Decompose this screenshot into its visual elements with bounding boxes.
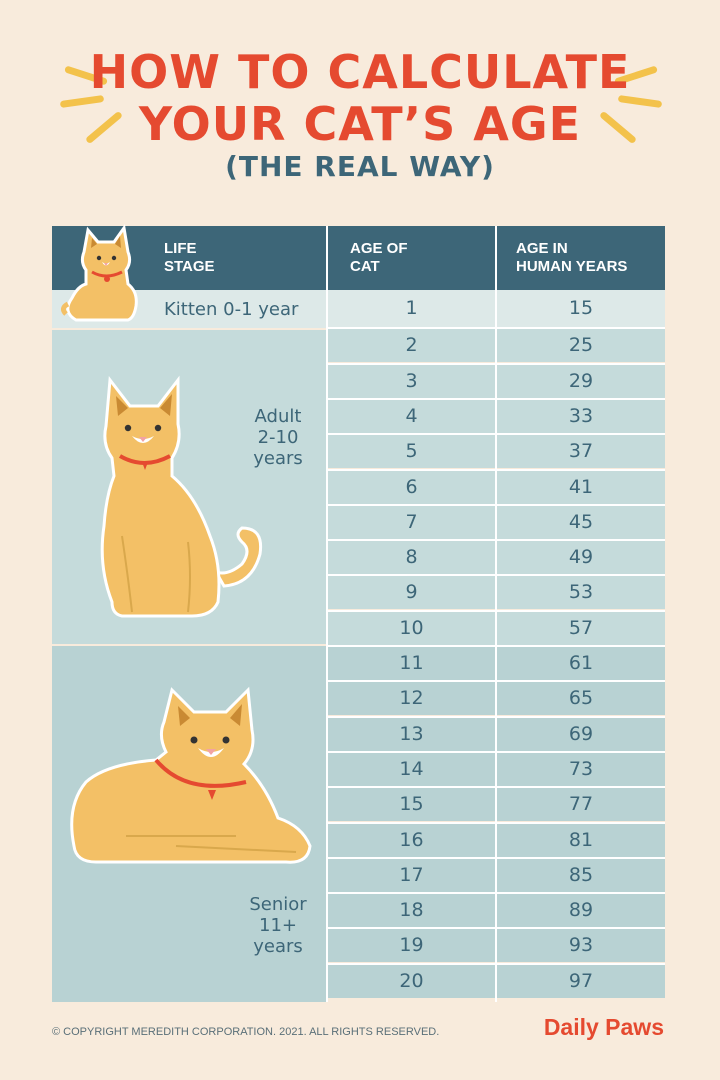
cell-human-years: 97 (568, 969, 594, 992)
cell-cat-age: 13 (399, 722, 424, 745)
table-header: LIFE STAGE AGE OF CAT AGE IN HUMAN YEARS (52, 226, 665, 290)
cell-human-years: 61 (568, 652, 594, 674)
cell-human-years: 57 (568, 616, 594, 639)
cell-human-years: 53 (568, 581, 594, 604)
cell-human-years: 77 (568, 793, 594, 816)
copyright-notice: © COPYRIGHT MEREDITH CORPORATION. 2021. … (52, 1026, 440, 1038)
cell-human-years: 65 (568, 687, 594, 710)
cell-human-years: 89 (568, 899, 594, 922)
cell-cat-age: 12 (399, 687, 424, 710)
cell-human-years: 37 (568, 440, 594, 463)
cell-cat-age: 19 (399, 934, 424, 957)
cell-human-years: 81 (568, 828, 594, 851)
cell-human-years: 15 (568, 297, 594, 319)
cell-cat-age: 16 (399, 828, 424, 851)
cell-cat-age: 8 (405, 546, 418, 569)
kitten-illustration (60, 224, 138, 322)
cell-human-years: 69 (568, 722, 594, 745)
cell-cat-age: 1 (405, 297, 418, 319)
header-age-of-cat: AGE OF CAT (350, 240, 408, 275)
cell-cat-age: 10 (399, 616, 424, 639)
header-life-stage: LIFE STAGE (164, 240, 215, 275)
stage-label-adult: Adult 2-10 years (253, 406, 303, 469)
cell-cat-age: 18 (399, 899, 424, 922)
senior-cat-illustration (70, 686, 312, 864)
cat-age-table: LIFE STAGE AGE OF CAT AGE IN HUMAN YEARS… (52, 224, 665, 1002)
adult-cat-illustration (100, 375, 263, 618)
cell-cat-age: 3 (405, 369, 418, 392)
cell-human-years: 73 (568, 757, 594, 780)
column-divider (495, 226, 497, 1002)
page-subtitle: (THE REAL WAY) (225, 150, 495, 183)
cell-human-years: 45 (568, 510, 594, 533)
cell-cat-age: 2 (405, 334, 418, 357)
cell-cat-age: 5 (405, 440, 418, 463)
cell-cat-age: 7 (405, 510, 418, 533)
cell-cat-age: 14 (399, 757, 424, 780)
page-title-line-2: YOUR CAT’S AGE (138, 97, 582, 151)
brand-logo: Daily Paws (543, 1014, 664, 1040)
header-human-years: AGE IN HUMAN YEARS (516, 240, 628, 275)
cell-human-years: 41 (568, 475, 594, 498)
column-divider (326, 226, 328, 1002)
cell-cat-age: 11 (399, 652, 424, 674)
cell-human-years: 85 (568, 863, 594, 886)
page-title-line-1: HOW TO CALCULATE (89, 45, 631, 99)
cell-human-years: 33 (568, 404, 594, 427)
stage-label-kitten: Kitten 0-1 year (164, 299, 299, 320)
cell-cat-age: 4 (405, 404, 418, 427)
cell-human-years: 29 (568, 369, 594, 392)
cell-cat-age: 20 (399, 969, 424, 992)
cell-human-years: 25 (568, 334, 594, 357)
cell-cat-age: 15 (399, 793, 424, 816)
cell-cat-age: 6 (405, 475, 418, 498)
cell-human-years: 93 (568, 934, 594, 957)
cell-cat-age: 17 (399, 863, 424, 886)
cell-cat-age: 9 (405, 581, 418, 604)
stage-label-senior: Senior 11+ years (249, 894, 307, 957)
cell-human-years: 49 (568, 546, 594, 569)
